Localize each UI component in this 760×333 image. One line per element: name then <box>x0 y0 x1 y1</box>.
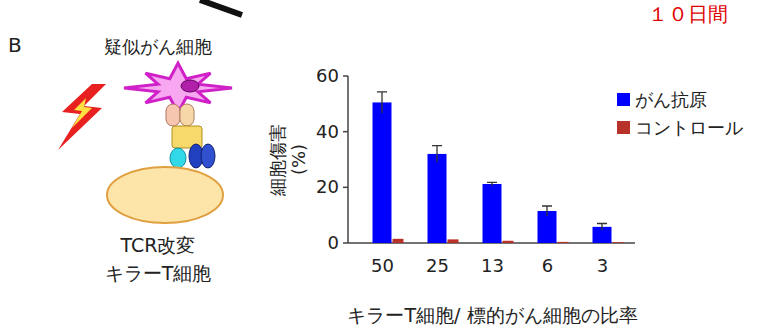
arrow <box>200 0 242 15</box>
target-label: 疑似がん細胞 <box>104 36 212 57</box>
y-tick-label: 60 <box>316 65 339 86</box>
chart: 0 20 40 60 50 25 13 6 3 細胞傷害(%) キラーT細胞/ 標的がん細胞の比率 が… <box>267 65 743 326</box>
y-tick-label: 40 <box>316 121 339 142</box>
legend: がん抗原コントロール <box>617 89 743 138</box>
mhc <box>180 104 194 126</box>
error-bar <box>597 224 607 231</box>
bar <box>393 239 404 243</box>
effector-label: キラーT細胞 <box>105 262 212 284</box>
mhc <box>166 104 180 126</box>
x-tick-label: 50 <box>371 255 394 276</box>
bar <box>558 242 569 243</box>
x-tick-label: 13 <box>481 255 504 276</box>
bar <box>428 154 447 243</box>
y-label: (%) <box>288 144 309 175</box>
panel-label: B <box>8 33 22 57</box>
y-tick-label: 0 <box>328 232 339 253</box>
bar <box>613 242 624 243</box>
y-tick <box>343 242 348 244</box>
error-bar <box>432 146 442 163</box>
lightning-core <box>72 98 92 128</box>
note: １０日間 <box>648 2 728 26</box>
legend-swatch <box>617 93 630 106</box>
bar <box>448 239 459 243</box>
error-bar <box>487 182 497 185</box>
bar <box>483 184 502 243</box>
y-label: 細胞傷害 <box>267 124 288 197</box>
y-tick-label: 20 <box>316 176 339 197</box>
lightning <box>58 84 106 150</box>
y-tick <box>343 187 348 189</box>
legend-swatch <box>617 121 630 134</box>
bar <box>373 102 392 243</box>
legend-label: がん抗原 <box>635 89 707 110</box>
t-cell <box>107 167 223 223</box>
bars <box>373 92 624 243</box>
cancer-cell <box>124 63 232 113</box>
diagram: 疑似がん細胞 TCR改変キラーT細胞 <box>58 36 232 284</box>
x-tick-label: 25 <box>426 255 449 276</box>
error-bar <box>377 92 387 113</box>
x-tick-label: 3 <box>597 255 608 276</box>
legend-label: コントロール <box>635 117 743 138</box>
cd3 <box>170 148 186 168</box>
canvas: １０日間 B 疑似がん細胞 TCR改変キラーT細胞 0 20 40 60 50 25 13 6 3 細胞傷… <box>0 0 760 333</box>
bar <box>503 241 514 243</box>
x-tick-label: 6 <box>542 255 553 276</box>
x-label: キラーT細胞/ 標的がん細胞の比率 <box>347 304 637 326</box>
y-tick <box>343 131 348 133</box>
nucleus <box>181 80 199 92</box>
y-tick <box>343 75 348 77</box>
error-bar <box>542 206 552 216</box>
effector-label: TCR改変 <box>120 234 196 256</box>
cd3 <box>201 144 215 168</box>
root: １０日間 B 疑似がん細胞 TCR改変キラーT細胞 0 20 40 60 50 25 13 6 3 細胞傷… <box>0 0 760 333</box>
y-axis <box>347 76 349 243</box>
